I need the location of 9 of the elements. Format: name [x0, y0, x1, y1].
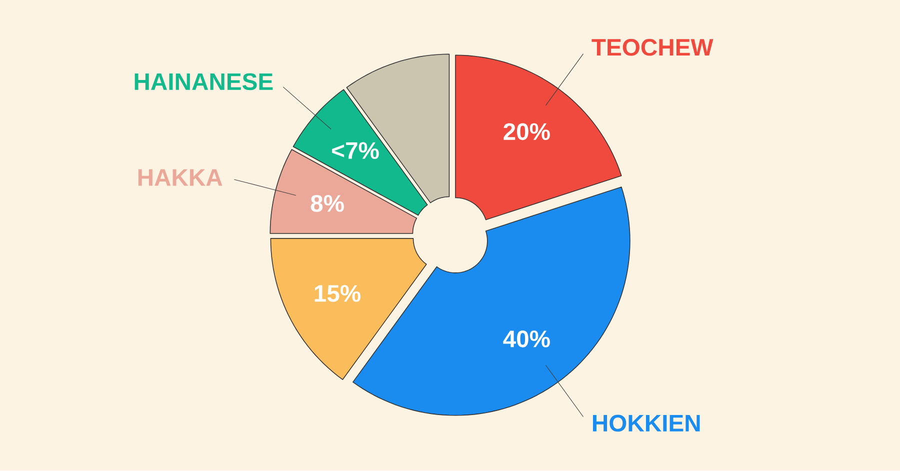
data-label: 20%	[504, 123, 550, 140]
data-label: 40%	[503, 330, 550, 348]
slice-label: HAKKA	[138, 170, 222, 186]
data-label: 8%	[310, 195, 344, 212]
slice-label: TEOCHEW	[592, 39, 714, 56]
slice-label: HAINANESE	[134, 73, 273, 90]
slice-label: HOKKIEN	[593, 414, 700, 432]
data-label: 15%	[314, 285, 360, 302]
data-label: <7%	[332, 142, 379, 160]
